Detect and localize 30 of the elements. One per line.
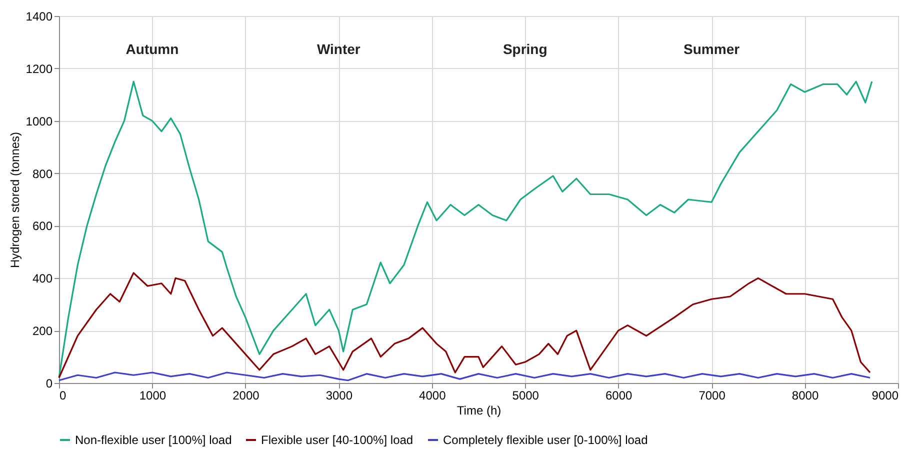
y-tick-label: 1200 xyxy=(26,62,53,76)
annotation: Spring xyxy=(502,41,548,58)
annotation: Winter xyxy=(316,41,361,58)
x-tick-label: 7000 xyxy=(698,388,726,402)
x-tick-label: 9000 xyxy=(872,388,899,402)
x-tick-label: 4000 xyxy=(419,388,446,402)
y-axis-title: Hydrogen stored (tonnes) xyxy=(8,132,22,268)
annotation: Autumn xyxy=(126,41,179,58)
line-series xyxy=(58,272,871,379)
x-tick-label: 2000 xyxy=(232,388,260,402)
y-tick-label: 800 xyxy=(32,166,53,181)
x-axis-title: Time (h) xyxy=(456,404,502,418)
y-tick-label: 0 xyxy=(46,376,53,390)
y-tick-label: 400 xyxy=(32,272,53,286)
x-tick-label: 0 xyxy=(60,388,66,402)
x-tick-label: 6000 xyxy=(605,388,633,402)
legend-label: Flexible user [40-100%] load xyxy=(261,433,414,447)
y-tick-label: 1400 xyxy=(26,10,53,24)
x-tick-label: 5000 xyxy=(512,388,540,402)
x-tick-label: 8000 xyxy=(792,388,819,402)
y-tick-label: 600 xyxy=(32,219,53,234)
line-series xyxy=(58,80,873,379)
x-tick-label: 3000 xyxy=(326,388,353,402)
legend-label: Completely flexible user [0-100%] load xyxy=(443,433,648,447)
x-tick-label: 1000 xyxy=(139,388,166,402)
y-tick-label: 200 xyxy=(32,324,53,338)
line-series xyxy=(58,372,871,382)
annotation: Summer xyxy=(684,41,740,58)
legend-label: Non-flexible user [100%] load xyxy=(75,433,232,447)
y-tick-label: 1000 xyxy=(26,114,53,128)
